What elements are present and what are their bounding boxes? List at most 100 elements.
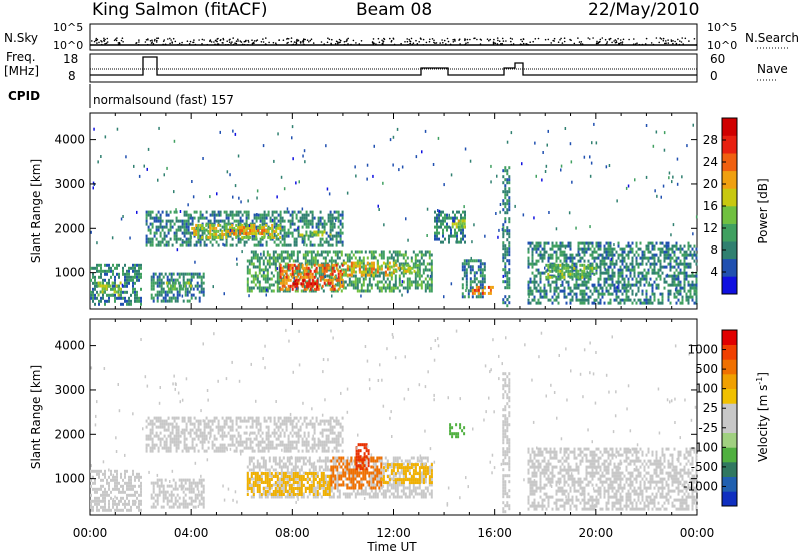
nsky-point: [411, 38, 413, 40]
heatmap-cell: [480, 280, 482, 283]
heatmap-cell: [195, 500, 197, 503]
heatmap-cell: [630, 287, 632, 290]
heatmap-cell: [263, 226, 265, 229]
heatmap-cell: [114, 282, 116, 285]
heatmap-cell: [282, 217, 284, 220]
heatmap-cell: [170, 226, 172, 229]
heatmap-cell: [692, 248, 694, 251]
heatmap-cell: [476, 283, 478, 286]
heatmap-cell: [285, 257, 287, 260]
heatmap-cell: [241, 226, 243, 229]
heatmap-cell: [570, 299, 572, 302]
heatmap-cell: [132, 291, 134, 294]
heatmap-cell: [638, 272, 640, 275]
heatmap-cell: [642, 278, 644, 281]
heatmap-cell: [176, 447, 178, 450]
heatmap-cell: [585, 267, 587, 270]
heatmap-cell: [602, 293, 604, 296]
heatmap-cell: [622, 269, 624, 272]
nsky-point: [207, 44, 209, 46]
heatmap-cell: [253, 266, 255, 269]
heatmap-cell: [320, 220, 322, 223]
heatmap-cell: [98, 264, 100, 267]
heatmap-cell: [167, 279, 169, 282]
heatmap-cell: [566, 281, 568, 284]
heatmap-cell: [122, 291, 124, 294]
heatmap-cell: [446, 226, 448, 229]
heatmap-cell: [450, 217, 452, 220]
heatmap-cell: [554, 281, 556, 284]
heatmap-cell: [434, 235, 436, 238]
heatmap-cell: [383, 287, 385, 290]
heatmap-cell: [156, 426, 158, 429]
heatmap-cell: [357, 251, 359, 254]
heatmap-cell: [502, 190, 504, 193]
heatmap-cell: [347, 284, 349, 287]
heatmap-cell: [118, 482, 120, 485]
heatmap-cell: [502, 244, 504, 247]
heatmap-cell: [431, 284, 433, 287]
heatmap-cell: [442, 241, 444, 244]
heatmap-cell: [462, 292, 464, 295]
heatmap-cell: [462, 232, 464, 235]
heatmap-cell: [92, 470, 94, 473]
heatmap-cell: [192, 447, 194, 450]
heatmap-cell: [662, 266, 664, 269]
nsky-point: [335, 43, 337, 45]
nsky-point: [423, 39, 425, 41]
heatmap-cell: [138, 494, 140, 497]
heatmap-cell: [415, 281, 417, 284]
heatmap-speckle: [514, 205, 516, 208]
heatmap-cell: [551, 267, 553, 270]
heatmap-cell: [248, 211, 250, 214]
heatmap-cell: [476, 286, 478, 289]
heatmap-cell: [224, 423, 226, 426]
nsky-point: [609, 39, 611, 41]
heatmap-speckle: [430, 275, 432, 278]
heatmap-cell: [166, 450, 168, 453]
nsky-point: [163, 41, 165, 43]
heatmap-cell: [204, 241, 206, 244]
heatmap-cell: [506, 277, 508, 280]
heatmap-cell: [556, 242, 558, 245]
heatmap-cell: [195, 485, 197, 488]
heatmap-cell: [94, 482, 96, 485]
heatmap-cell: [538, 269, 540, 272]
heatmap-cell: [94, 497, 96, 500]
heatmap-cell: [548, 257, 550, 260]
heatmap-cell: [622, 251, 624, 254]
heatmap-cell: [94, 288, 96, 291]
heatmap-cell: [262, 223, 264, 226]
heatmap-cell: [556, 290, 558, 293]
heatmap-cell: [534, 287, 536, 290]
heatmap-cell: [183, 273, 185, 276]
heatmap-cell: [206, 450, 208, 453]
heatmap-cell: [556, 296, 558, 299]
heatmap-cell: [312, 282, 314, 285]
heatmap-cell: [203, 479, 205, 482]
heatmap-cell: [650, 257, 652, 260]
heatmap-cell: [175, 500, 177, 503]
heatmap-cell: [686, 299, 688, 302]
heatmap-cell: [275, 281, 277, 284]
heatmap-cell: [184, 235, 186, 238]
heatmap-cell: [576, 284, 578, 287]
heatmap-cell: [322, 264, 324, 267]
heatmap-cell: [638, 287, 640, 290]
heatmap-cell: [221, 230, 223, 233]
nsky-point: [579, 41, 581, 43]
nsky-point: [273, 42, 275, 44]
heatmap-speckle: [241, 250, 243, 253]
heatmap-cell: [192, 441, 194, 444]
heatmap-cell: [92, 273, 94, 276]
heatmap-cell: [153, 273, 155, 276]
heatmap-cell: [130, 276, 132, 279]
heatmap-cell: [648, 269, 650, 272]
heatmap-cell: [308, 220, 310, 223]
heatmap-cell: [200, 435, 202, 438]
heatmap-cell: [158, 211, 160, 214]
heatmap-cell: [600, 263, 602, 266]
heatmap-cell: [634, 299, 636, 302]
heatmap-cell: [261, 226, 263, 229]
heatmap-cell: [198, 241, 200, 244]
